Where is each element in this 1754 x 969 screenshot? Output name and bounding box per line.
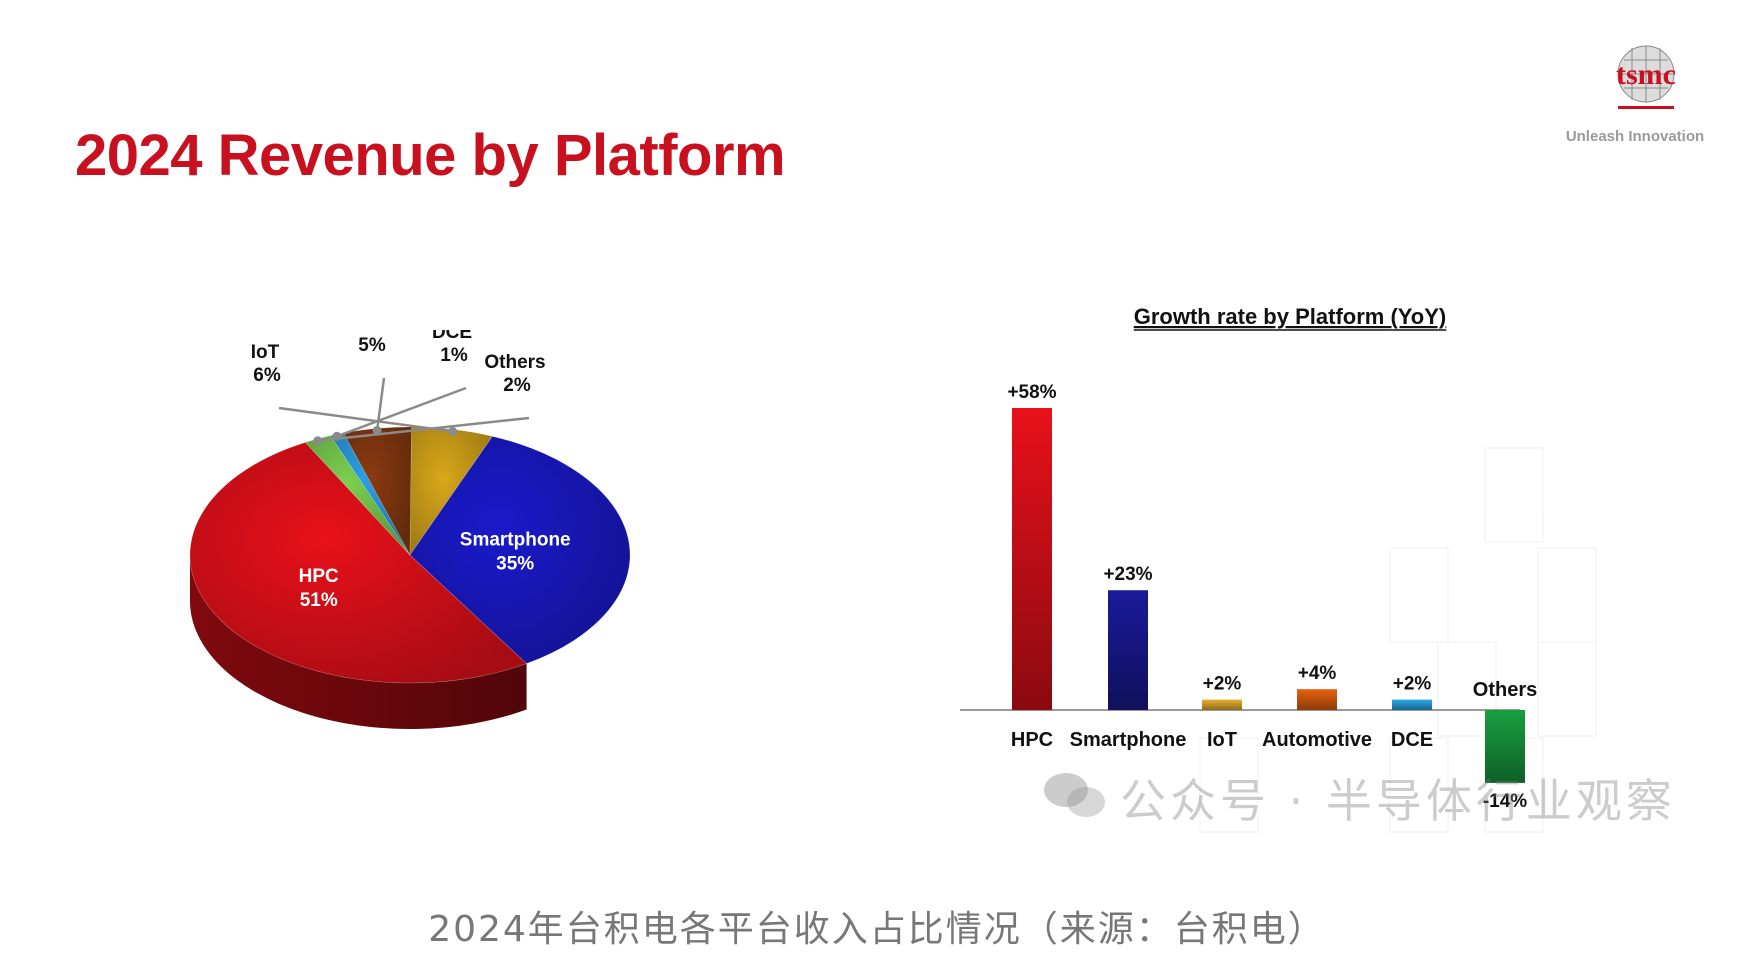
tsmc-logo: tsmc (1616, 45, 1676, 109)
pie-label-iot: IoT (251, 342, 280, 363)
logo-wordmark: tsmc (1616, 58, 1676, 91)
bar-automotive (1297, 689, 1337, 710)
bar-label-smartphone: +23% (1103, 564, 1152, 585)
pie-leader-dce (336, 386, 467, 438)
pie-label-dce: DCE (432, 330, 472, 343)
bar-label-hpc: +58% (1007, 382, 1056, 403)
figure-caption: 2024年台积电各平台收入占比情况（来源：台积电） (428, 909, 1326, 950)
pie-value-automotive: 5% (358, 335, 386, 356)
pie-label-smartphone: Smartphone (460, 530, 571, 551)
pie-value-hpc: 51% (300, 590, 338, 611)
bar-label-dce: +2% (1393, 674, 1432, 695)
pie-leader-dot-iot (448, 426, 458, 436)
pie-slice-hpc (189, 442, 528, 684)
pie-leader-dot-others (313, 436, 323, 446)
bar-hpc (1012, 408, 1052, 710)
pie-label-automotive: Automotive (318, 330, 423, 333)
pie-side-hpc (190, 555, 527, 729)
bar-label-automotive: +4% (1298, 663, 1337, 684)
bar-label-iot: +2% (1203, 674, 1242, 695)
bar-category-others: Others (1473, 679, 1537, 701)
bar-category-iot: IoT (1207, 729, 1237, 751)
bar-label-others: -14% (1483, 791, 1527, 812)
pie-leader-dot-dce (332, 431, 342, 441)
watermark: 公众号 · 半导体行业观察 (1120, 765, 1676, 831)
bar-chart-title: Growth rate by Platform (YoY) (1134, 304, 1447, 329)
bar-dce (1392, 699, 1432, 710)
bar-iot (1202, 699, 1242, 710)
pie-value-dce: 1% (440, 345, 468, 366)
bar-category-hpc: HPC (1011, 729, 1053, 751)
pie-label-hpc: HPC (299, 566, 339, 587)
bar-category-smartphone: Smartphone (1070, 729, 1187, 751)
pie-slice-smartphone (409, 435, 631, 664)
pie-leader-dot-automotive (372, 425, 382, 435)
bar-category-automotive: Automotive (1262, 729, 1372, 751)
pie-value-others: 2% (503, 375, 531, 396)
bar-others (1485, 710, 1525, 783)
bar-category-dce: DCE (1391, 729, 1433, 751)
pie-leader-iot (278, 406, 453, 433)
wechat-icon (1044, 773, 1105, 817)
pie-leader-others (317, 416, 530, 443)
slide-title: 2024 Revenue by Platform (75, 123, 786, 188)
pie-value-iot: 6% (253, 365, 281, 386)
bar-smartphone (1108, 590, 1148, 710)
bar-chart: Growth rate by Platform (YoY) +58% HPC +23%… (960, 300, 1620, 860)
logo-tagline: Unleash Innovation (1565, 128, 1705, 145)
bar-chart-background (1199, 447, 1597, 833)
pie-value-smartphone: 35% (496, 554, 534, 575)
watermark-text: 公众号 · 半导体行业观察 (1120, 774, 1676, 828)
pie-label-others: Others (484, 352, 545, 373)
